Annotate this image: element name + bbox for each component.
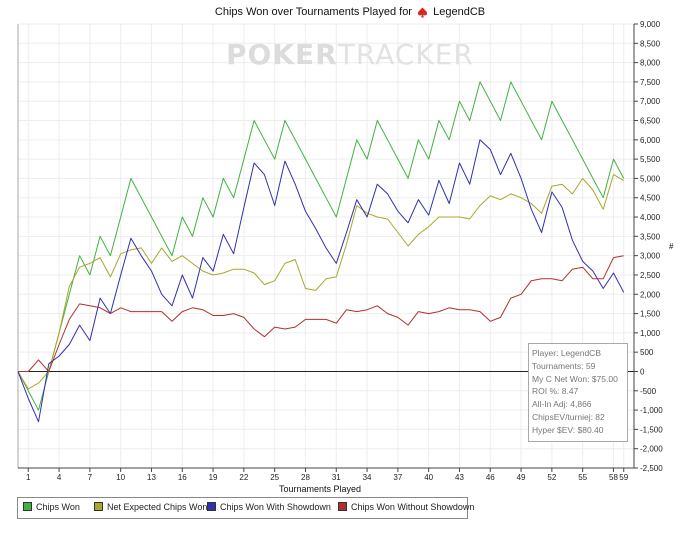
x-tick-label: 52 <box>547 473 556 482</box>
y-tick-label: -1,000 <box>640 406 663 415</box>
stats-hyper-ev: Hyper $EV: $80.40 <box>532 424 604 435</box>
series-line-chips-won <box>17 81 625 411</box>
x-tick-label: 43 <box>455 473 464 482</box>
stats-net-won: My C Net Won: $75.00 <box>532 373 618 384</box>
legend: Chips Won Net Expected Chips Won Chips W… <box>17 497 474 519</box>
y-tick-label: 1,500 <box>640 310 661 319</box>
x-tick-label: 25 <box>270 473 279 482</box>
x-tick-label: 4 <box>57 473 62 482</box>
chart-title-text: Chips Won over Tournaments Played for <box>214 6 412 19</box>
y-tick-label: 6,500 <box>640 117 661 126</box>
y-tick-label: 4,000 <box>640 213 661 222</box>
legend-swatch <box>94 502 103 511</box>
y-tick-label: 0 <box>640 367 645 376</box>
y-tick-label: 7,000 <box>640 97 661 106</box>
watermark-logo: POKERTRACKER <box>226 38 474 71</box>
x-tick-label: 28 <box>301 473 310 482</box>
stats-box: Player: LegendCB Tournaments: 59 My C Ne… <box>528 343 628 442</box>
stats-tournaments: Tournaments: 59 <box>532 360 596 371</box>
y-tick-label: -1,500 <box>640 425 663 434</box>
x-tick-label: 49 <box>517 473 526 482</box>
x-tick-label: 37 <box>393 473 402 482</box>
y-tick-label: 6,000 <box>640 136 661 145</box>
stats-player: Player: LegendCB <box>532 348 601 358</box>
series-line-chips-won-without-showdown <box>18 255 624 372</box>
stats-allin-adj: All-In Adj: 4,866 <box>532 399 592 410</box>
y-tick-label: 8,000 <box>640 59 661 68</box>
x-tick-label: 31 <box>332 473 341 482</box>
y-tick-label: 5,500 <box>640 155 661 164</box>
chart-title-player: LegendCB <box>433 6 486 19</box>
legend-item-with-showdown[interactable]: Chips Won With Showdown <box>207 502 331 512</box>
stats-chipsev: ChipsEV/turniej: 82 <box>532 411 605 422</box>
series-line-chips-won-with-showdown <box>17 139 625 423</box>
y-tick-label: 2,000 <box>640 290 661 299</box>
x-tick-label: 34 <box>363 473 372 482</box>
spade-icon <box>417 7 428 18</box>
y-tick-label: 4,500 <box>640 194 661 203</box>
y-tick-label: 3,000 <box>640 252 661 261</box>
y-tick-label: 8,500 <box>640 39 661 48</box>
legend-swatch <box>207 502 216 511</box>
y-axis-title: # <box>669 242 674 251</box>
x-tick-label: 22 <box>239 473 248 482</box>
x-tick-label: 46 <box>486 473 495 482</box>
x-tick-label: 16 <box>178 473 187 482</box>
y-tick-label: 9,000 <box>640 20 661 29</box>
stats-roi: ROI %: 8.47 <box>532 386 579 397</box>
x-tick-label: 10 <box>116 473 125 482</box>
y-tick-label: 1,000 <box>640 329 661 338</box>
y-tick-label: -500 <box>640 387 657 396</box>
x-tick-label: 55 <box>578 473 587 482</box>
x-tick-label: 13 <box>147 473 156 482</box>
x-axis-title: Tournaments Played <box>278 484 362 494</box>
x-tick-label: 40 <box>424 473 433 482</box>
series-line-net-expected-chips-won <box>17 174 624 390</box>
x-tick-label: 58 <box>609 473 618 482</box>
chart-title: Chips Won over Tournaments Played for Le… <box>0 6 700 18</box>
y-tick-label: 2,500 <box>640 271 661 280</box>
y-tick-label: 7,500 <box>640 78 661 87</box>
legend-item-chips-won[interactable]: Chips Won <box>23 502 80 512</box>
legend-swatch <box>338 502 347 511</box>
y-tick-label: -2,500 <box>640 464 663 473</box>
x-tick-label: 59 <box>619 473 628 482</box>
legend-item-net-expected[interactable]: Net Expected Chips Won <box>94 502 207 512</box>
x-tick-label: 1 <box>26 473 31 482</box>
y-tick-label: -2,000 <box>640 445 663 454</box>
x-tick-label: 19 <box>209 473 218 482</box>
legend-item-without-showdown[interactable]: Chips Won Without Showdown <box>338 502 474 512</box>
y-tick-label: 5,000 <box>640 174 661 183</box>
x-tick-label: 7 <box>88 473 93 482</box>
legend-swatch <box>23 502 32 511</box>
y-tick-label: 3,500 <box>640 232 661 241</box>
y-tick-label: 500 <box>640 348 654 357</box>
